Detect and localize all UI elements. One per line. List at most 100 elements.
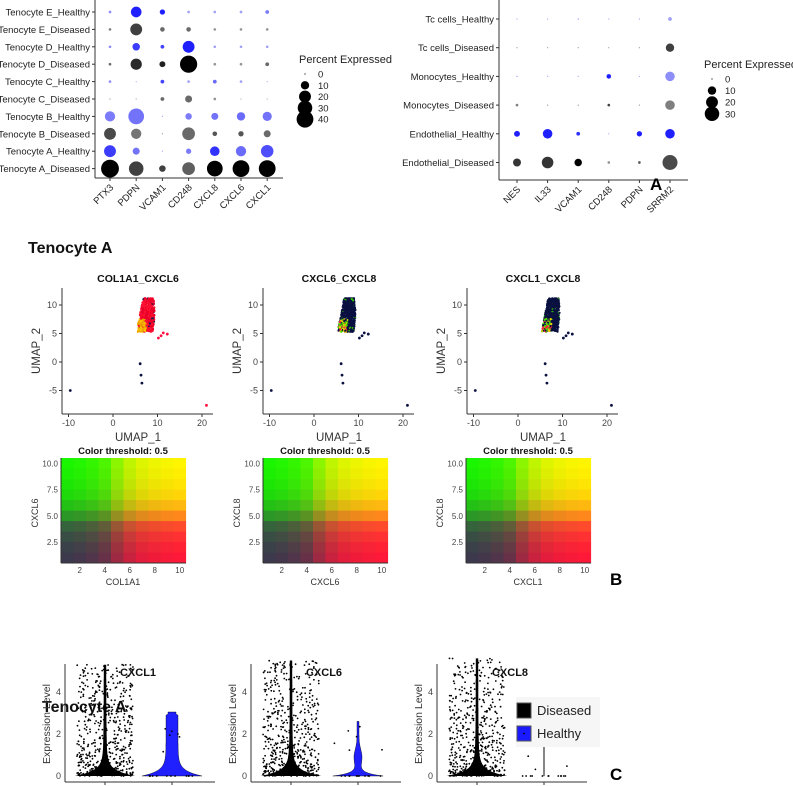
jitter-point xyxy=(129,721,132,724)
jitter-point xyxy=(89,728,91,731)
y-tick-label: 10.0 xyxy=(447,459,463,468)
jitter-point xyxy=(91,704,93,706)
dot-cxcl1 xyxy=(265,62,270,67)
jitter-point xyxy=(484,747,487,750)
jitter-point xyxy=(92,767,94,770)
jitter-point xyxy=(99,680,102,682)
jitter-point xyxy=(466,699,469,702)
jitter-point xyxy=(129,688,132,691)
jitter-point xyxy=(285,752,288,755)
cell-point xyxy=(344,318,347,322)
gene-label: VCAM1 xyxy=(138,182,169,213)
x-tick-label: 4 xyxy=(508,566,513,575)
jitter-point xyxy=(305,766,307,768)
jitter-point xyxy=(124,730,127,733)
jitter-point xyxy=(266,715,269,718)
jitter-point xyxy=(130,723,133,726)
heatmap-cell xyxy=(325,531,339,543)
heatmap-cell xyxy=(363,521,376,532)
cell-point xyxy=(549,306,553,309)
jitter-point xyxy=(78,743,80,746)
jitter-point xyxy=(109,716,112,719)
y-tick-label: 0 xyxy=(52,357,57,367)
jitter-point xyxy=(479,680,481,682)
jitter-point xyxy=(455,695,457,698)
heatmap-cell xyxy=(491,479,504,490)
dot-vcam1 xyxy=(577,47,579,49)
jitter-point xyxy=(358,775,360,777)
heatmap-cell xyxy=(503,552,517,564)
jitter-point xyxy=(115,761,118,763)
jitter-point xyxy=(129,686,132,688)
jitter-point xyxy=(104,692,106,695)
dot-cxcl8 xyxy=(212,131,218,137)
heatmap-cell xyxy=(263,479,276,490)
jitter-point xyxy=(264,771,266,774)
x-axis-label: UMAP_1 xyxy=(520,432,566,444)
cell-point xyxy=(344,297,347,300)
heatmap-cell xyxy=(503,458,517,469)
jitter-point xyxy=(85,757,87,759)
jitter-point xyxy=(454,751,457,754)
heatmap-cell xyxy=(275,552,289,564)
jitter-point xyxy=(115,720,118,723)
jitter-point xyxy=(114,746,116,749)
cell-point xyxy=(353,325,356,328)
y-axis-label: Expression Level xyxy=(413,684,425,764)
jitter-point xyxy=(309,773,312,775)
jitter-point xyxy=(453,712,456,715)
jitter-point xyxy=(492,688,495,691)
heatmap-cell xyxy=(111,489,124,501)
jitter-point xyxy=(270,723,272,726)
jitter-point xyxy=(315,673,318,676)
jitter-point xyxy=(472,719,475,722)
jitter-point xyxy=(304,686,306,689)
jitter-point xyxy=(303,718,306,721)
heatmap-cell xyxy=(541,468,554,480)
jitter-point xyxy=(299,749,302,751)
jitter-point xyxy=(302,772,305,775)
jitter-point xyxy=(119,723,122,725)
cell-point xyxy=(343,316,346,319)
heatmap-cell xyxy=(275,531,289,543)
jitter-point xyxy=(306,723,309,726)
jitter-point xyxy=(472,744,474,747)
cell-point xyxy=(337,329,340,332)
jitter-point xyxy=(111,713,113,715)
cell-point xyxy=(351,302,354,305)
jitter-point xyxy=(114,699,116,702)
jitter-point xyxy=(455,711,458,714)
jitter-point xyxy=(479,749,481,752)
heatmap-cell xyxy=(516,531,529,543)
jitter-point xyxy=(100,716,102,718)
jitter-point xyxy=(116,675,119,677)
jitter-point xyxy=(170,730,173,733)
umap-title: CXCL1_CXCL8 xyxy=(506,273,581,285)
jitter-point xyxy=(271,751,273,754)
jitter-point xyxy=(287,715,290,718)
jitter-point xyxy=(453,717,456,719)
jitter-point xyxy=(108,751,111,753)
jitter-point xyxy=(480,671,483,674)
outlier-point xyxy=(473,389,477,392)
heatmap-cell xyxy=(338,489,351,501)
outlier-point xyxy=(139,373,143,377)
jitter-point xyxy=(89,772,92,774)
dot-il33 xyxy=(547,104,549,106)
dot-ptx3 xyxy=(104,127,116,140)
dot-pdpn xyxy=(130,23,143,36)
jitter-point xyxy=(465,729,468,731)
jitter-point xyxy=(151,775,154,777)
jitter-point xyxy=(97,685,100,687)
jitter-point xyxy=(461,734,464,737)
jitter-point xyxy=(355,735,358,738)
jitter-point xyxy=(305,741,308,743)
heatmap-cell xyxy=(338,542,351,553)
jitter-point xyxy=(487,744,490,747)
dot-vcam1 xyxy=(577,75,579,77)
cell-point xyxy=(350,330,353,333)
jitter-point xyxy=(478,669,481,672)
jitter-point xyxy=(130,734,133,737)
legend-value: 30 xyxy=(725,109,736,120)
jitter-point xyxy=(274,670,277,673)
